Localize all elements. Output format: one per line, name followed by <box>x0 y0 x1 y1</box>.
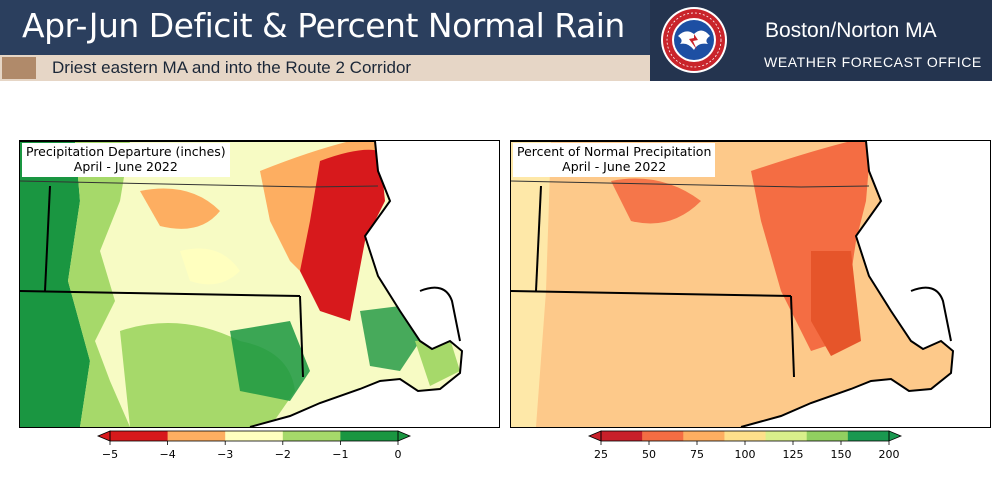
departure-colorbar-bin <box>225 431 284 441</box>
departure-map-graphic <box>20 141 499 427</box>
departure-colorbar-tick-label: −3 <box>217 448 233 461</box>
percent-normal-colorbar-tick-label: 25 <box>594 448 608 461</box>
percent-normal-colorbar-bin <box>806 431 849 441</box>
percent-normal-colorbar-tick-label: 200 <box>879 448 900 461</box>
percent-normal-map-label: Percent of Normal Precipitation April - … <box>513 143 716 177</box>
departure-colorbar-bin <box>340 431 399 441</box>
departure-colorbar-bin <box>167 431 226 441</box>
departure-map-title: Precipitation Departure (inches) <box>26 144 226 159</box>
nws-logo-icon <box>661 7 727 73</box>
percent-normal-colorbar-bin <box>683 431 725 441</box>
subtitle-swatch <box>2 57 36 79</box>
percent-normal-colorbar-tick-label: 125 <box>783 448 804 461</box>
page-title: Apr-Jun Deficit & Percent Normal Rain <box>22 6 625 45</box>
percent-normal-colorbar-tick-label: 100 <box>735 448 756 461</box>
departure-colorbar-bin <box>110 431 169 441</box>
office-name: Boston/Norton MA <box>765 19 937 42</box>
departure-map-label: Precipitation Departure (inches) April -… <box>22 143 230 177</box>
departure-colorbar-tick-label: −5 <box>102 448 118 461</box>
title-bar <box>0 0 650 55</box>
percent-normal-map-title: Percent of Normal Precipitation <box>517 144 712 159</box>
percent-normal-colorbar-bin <box>601 431 643 441</box>
percent-normal-map-period: April - June 2022 <box>562 159 667 174</box>
departure-colorbar-bin <box>282 431 341 441</box>
percent-normal-colorbar-bin <box>765 431 808 441</box>
departure-colorbar-low-arrow <box>96 430 111 442</box>
departure-colorbar-tick-label: −2 <box>275 448 291 461</box>
departure-colorbar-frame <box>109 430 399 442</box>
departure-map: Precipitation Departure (inches) April -… <box>19 140 500 428</box>
departure-colorbar-tick-label: −4 <box>159 448 175 461</box>
percent-normal-colorbar-high-arrow <box>888 430 903 442</box>
percent-normal-colorbar-bin <box>642 431 684 441</box>
percent-normal-colorbar-low-arrow <box>587 430 602 442</box>
percent-normal-colorbar-bin <box>847 431 890 441</box>
percent-normal-colorbar-tick-label: 50 <box>642 448 656 461</box>
percent-normal-colorbar-tick-label: 75 <box>690 448 704 461</box>
departure-colorbar-high-arrow <box>397 430 412 442</box>
departure-colorbar: −5 −4 −3 −2 −1 0 <box>96 430 412 461</box>
subtitle-bar <box>0 55 650 81</box>
header-banner: Apr-Jun Deficit & Percent Normal Rain Dr… <box>0 0 1000 84</box>
percent-normal-map: Percent of Normal Precipitation April - … <box>510 140 991 428</box>
office-subtitle: WEATHER FORECAST OFFICE <box>764 54 982 70</box>
departure-map-period: April - June 2022 <box>73 159 178 174</box>
departure-colorbar-tick-label: −1 <box>332 448 348 461</box>
percent-normal-map-graphic <box>511 141 990 427</box>
departure-colorbar-tick-label: 0 <box>395 448 402 461</box>
page-subtitle: Driest eastern MA and into the Route 2 C… <box>52 58 412 77</box>
percent-normal-colorbar: 25 50 75 100 125 150 200 <box>587 430 903 461</box>
percent-normal-colorbar-bin <box>724 431 767 441</box>
percent-normal-colorbar-tick-label: 150 <box>831 448 852 461</box>
